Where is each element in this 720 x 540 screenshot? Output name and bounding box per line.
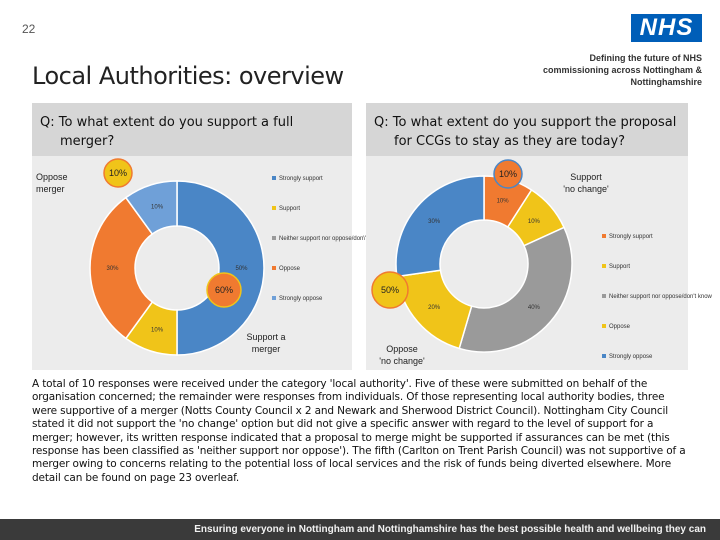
slice-label: 20%: [428, 305, 441, 311]
doc-title-line: Nottinghamshire: [630, 77, 702, 87]
callout-support-value: 60%: [215, 285, 233, 295]
callout-oppose-circle: [371, 271, 409, 309]
legend-swatch: [602, 264, 606, 268]
legend-swatch: [272, 206, 276, 210]
donut-slice: [395, 175, 485, 278]
legend-swatch: [602, 234, 606, 238]
slice-label: 30%: [428, 219, 441, 225]
legend-entry: Strongly oppose: [609, 354, 653, 360]
question-left: Q: To what extent do you support a full …: [32, 103, 352, 156]
slice-label: 30%: [106, 266, 119, 272]
legend-swatch: [602, 324, 606, 328]
callout-oppose-label: 'no change': [379, 356, 425, 366]
question-left-line1: Q: To what extent do you support a full: [40, 115, 294, 130]
legend-entry: Strongly oppose: [279, 296, 323, 302]
donut-slice: [176, 180, 265, 356]
chart-right-svg: 10% 10% 40% 20% 30% Strongly support Support Ne…: [371, 159, 713, 366]
legend-entry: Strongly support: [279, 176, 323, 182]
body-paragraph: A total of 10 responses were received un…: [32, 378, 686, 484]
slice-label: 40%: [528, 305, 541, 311]
chart-left: 50% 10% 30% 10% Strongly support Support Neith…: [32, 156, 384, 370]
callout-support-label: Support a: [246, 332, 285, 342]
callout-support-circle: [206, 272, 242, 308]
callout-support-circle: [493, 159, 523, 189]
legend-swatch: [602, 294, 606, 298]
document-title: Defining the future of NHS commissioning…: [472, 52, 702, 88]
legend-swatch: [602, 354, 606, 358]
question-right: Q: To what extent do you support the pro…: [366, 103, 688, 156]
slide-title: Local Authorities: overview: [32, 62, 344, 90]
callout-oppose-value: 50%: [381, 285, 399, 295]
slice-label: 10%: [497, 199, 510, 205]
legend-entry: Support: [609, 264, 630, 270]
question-left-line2: merger?: [60, 134, 115, 149]
question-right-line2: for CCGs to stay as they are today?: [394, 134, 626, 149]
legend-entry: Oppose: [609, 324, 631, 330]
legend-entry: Support: [279, 206, 300, 212]
nhs-logo: NHS: [631, 14, 702, 42]
slice-label: 10%: [528, 219, 541, 225]
callout-oppose-label: merger: [36, 184, 65, 194]
legend-entry: Oppose: [279, 266, 301, 272]
donut-slice: [89, 196, 154, 340]
legend-entry: Neither support nor oppose/don\'t know: [279, 236, 384, 242]
chart-right: 10% 10% 40% 20% 30% Strongly support Support Ne…: [366, 156, 713, 370]
slice-label: 10%: [151, 205, 164, 211]
callout-support-value: 10%: [499, 169, 517, 179]
doc-title-line: commissioning across Nottingham &: [542, 65, 702, 75]
doc-title-line: Defining the future of NHS: [589, 53, 703, 63]
callout-oppose-label: Oppose: [386, 344, 418, 354]
legend-swatch: [272, 176, 276, 180]
legend-swatch: [272, 296, 276, 300]
callout-support-label: 'no change': [563, 184, 609, 194]
footer-bar: Ensuring everyone in Nottingham and Nott…: [0, 519, 720, 540]
callout-oppose-circle: [103, 158, 133, 188]
callout-oppose-value: 10%: [109, 168, 127, 178]
legend-swatch: [272, 266, 276, 270]
callout-oppose-label: Oppose: [36, 172, 68, 182]
legend-swatch: [272, 236, 276, 240]
legend-entry: Strongly support: [609, 234, 653, 240]
chart-left-svg: 50% 10% 30% 10% Strongly support Support Neith…: [36, 158, 384, 356]
page-number: 22: [22, 22, 36, 36]
question-right-line1: Q: To what extent do you support the pro…: [374, 115, 677, 130]
donut-slice: [124, 180, 178, 236]
donut-slice: [458, 226, 573, 353]
slice-label: 10%: [151, 327, 164, 333]
callout-support-label: merger: [252, 344, 281, 354]
callout-support-label: Support: [570, 172, 602, 182]
slice-label: 50%: [235, 266, 248, 272]
legend-entry: Neither support nor oppose/don't know: [609, 294, 713, 300]
